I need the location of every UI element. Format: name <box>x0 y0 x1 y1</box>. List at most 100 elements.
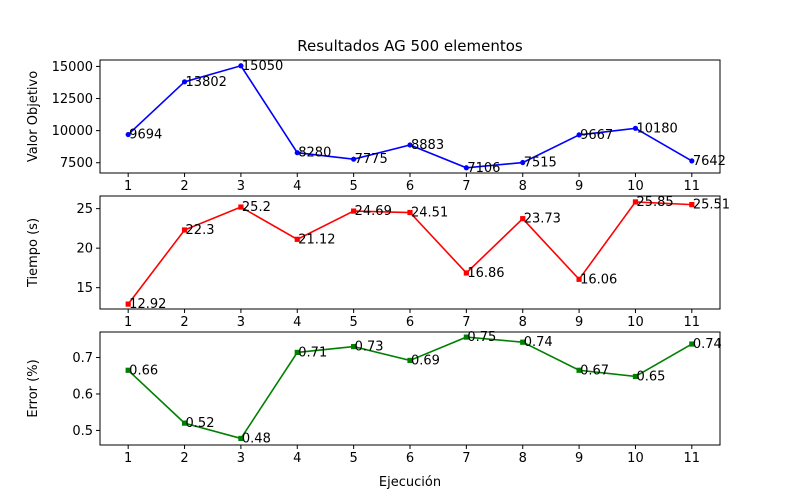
data-point <box>632 199 639 205</box>
data-label: 0.65 <box>636 369 665 384</box>
data-label: 24.51 <box>411 206 448 221</box>
data-point <box>632 373 639 380</box>
x-tick-label: 3 <box>237 451 245 466</box>
y-axis-label: Valor Objetivo <box>26 71 41 162</box>
data-label: 7515 <box>524 156 557 171</box>
x-tick-label: 10 <box>627 451 644 466</box>
x-tick-label: 6 <box>406 179 414 194</box>
data-point <box>407 142 413 148</box>
data-point <box>463 270 469 276</box>
subplot-3: 1 2 3 4 5 6 7 8 9 10 11 0.5 0.6 0.7 Error (%) 0.66 0.52 0… <box>26 330 722 466</box>
data-label: 9694 <box>129 128 162 143</box>
data-point <box>463 334 469 340</box>
data-label: 21.12 <box>298 232 335 247</box>
x-tick-label: 10 <box>627 315 644 330</box>
data-label: 13802 <box>186 75 227 90</box>
x-tick-label: 2 <box>180 451 188 466</box>
series-line <box>127 201 692 305</box>
data-point <box>181 227 188 233</box>
y-tick-label: 12500 <box>52 92 93 107</box>
x-axis-label: Ejecución <box>379 475 441 490</box>
data-label: 8280 <box>298 146 331 161</box>
data-point <box>294 349 300 356</box>
y-tick-label: 20 <box>76 242 93 257</box>
x-tick-label: 4 <box>293 451 301 466</box>
x-tick-label: 2 <box>180 179 188 194</box>
chart-title: Resultados AG 500 elementos <box>297 37 523 55</box>
data-point <box>576 367 582 373</box>
y-tick-label: 15000 <box>52 60 93 75</box>
data-point <box>520 339 526 345</box>
data-label: 25.85 <box>636 195 673 210</box>
data-point <box>294 150 300 156</box>
data-point <box>125 301 131 307</box>
x-tick-label: 2 <box>180 315 188 330</box>
data-point <box>238 204 244 210</box>
data-point <box>520 216 526 222</box>
data-point <box>294 236 300 242</box>
data-point <box>181 79 188 85</box>
x-tick-label: 6 <box>406 315 414 330</box>
x-tick-label: 11 <box>684 179 701 194</box>
data-point <box>407 209 413 216</box>
data-label: 8883 <box>411 138 444 153</box>
y-tick-label: 15 <box>76 281 93 296</box>
data-label: 0.73 <box>355 340 384 355</box>
x-tick-label: 5 <box>349 451 357 466</box>
data-point <box>125 131 131 138</box>
y-axis-label: Tiempo (s) <box>26 218 41 288</box>
data-point <box>181 420 188 426</box>
data-label: 0.66 <box>129 363 158 378</box>
data-point <box>689 341 695 347</box>
data-label: 7775 <box>355 152 388 167</box>
data-label: 16.86 <box>467 266 504 281</box>
x-tick-label: 9 <box>575 315 583 330</box>
data-label: 25.2 <box>242 200 271 215</box>
x-tick-label: 8 <box>519 315 527 330</box>
data-point <box>576 132 582 138</box>
x-tick-label: 1 <box>124 451 132 466</box>
x-tick-label: 9 <box>575 179 583 194</box>
y-tick-label: 0.7 <box>72 351 93 366</box>
x-tick-label: 1 <box>124 179 132 194</box>
data-label: 0.52 <box>186 416 215 431</box>
x-tick-label: 6 <box>406 451 414 466</box>
data-label: 24.69 <box>355 204 392 219</box>
data-label: 0.75 <box>467 330 496 345</box>
x-tick-label: 7 <box>462 315 470 330</box>
data-point <box>689 158 695 164</box>
x-tick-label: 7 <box>462 451 470 466</box>
x-tick-label: 1 <box>124 315 132 330</box>
data-label: 16.06 <box>580 272 617 287</box>
x-tick-label: 5 <box>349 179 357 194</box>
data-label: 7106 <box>467 161 500 176</box>
x-tick-label: 5 <box>349 315 357 330</box>
y-tick-label: 0.5 <box>72 424 93 439</box>
x-tick-label: 10 <box>627 179 644 194</box>
data-point <box>407 357 413 364</box>
x-tick-label: 7 <box>462 179 470 194</box>
data-label: 25.51 <box>693 198 730 213</box>
data-point <box>125 367 131 373</box>
x-tick-label: 3 <box>237 315 245 330</box>
data-label: 0.74 <box>693 337 722 352</box>
data-point <box>632 125 639 131</box>
y-axis-label: Error (%) <box>26 359 41 417</box>
x-tick-label: 8 <box>519 179 527 194</box>
data-label: 9667 <box>580 128 613 143</box>
data-point <box>238 435 244 442</box>
x-tick-label: 9 <box>575 451 583 466</box>
data-point <box>351 156 357 162</box>
data-point <box>576 276 582 282</box>
x-tick-label: 4 <box>293 179 301 194</box>
y-tick-label: 10000 <box>52 124 93 139</box>
data-label: 22.3 <box>186 223 215 238</box>
data-point <box>520 159 526 166</box>
data-label: 23.73 <box>524 212 561 227</box>
data-point <box>689 202 695 208</box>
x-tick-label: 11 <box>684 315 701 330</box>
y-tick-label: 0.6 <box>72 387 93 402</box>
y-tick-label: 25 <box>76 202 93 217</box>
